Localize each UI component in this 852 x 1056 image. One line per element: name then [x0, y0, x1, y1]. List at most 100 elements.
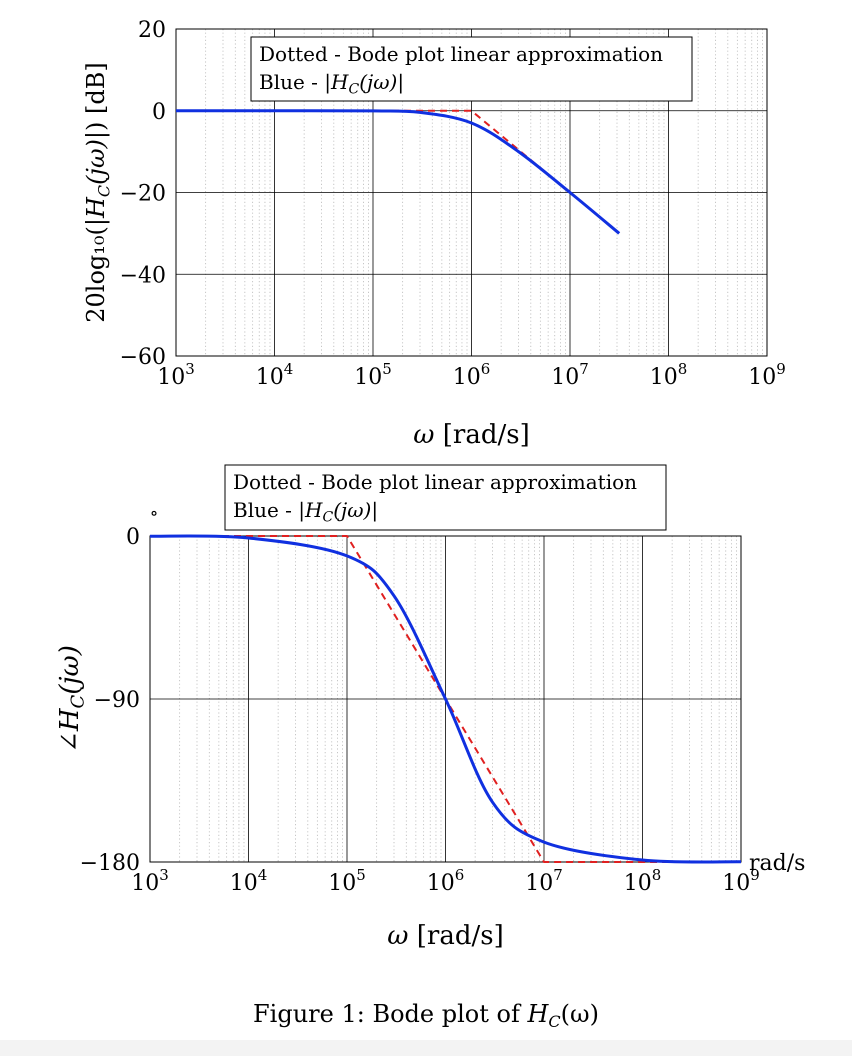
y-label-math-part-b: (jω)	[55, 645, 85, 695]
caption-symbol: H	[526, 1000, 549, 1028]
legend-line-2-math-part-b: (jω)|	[333, 498, 378, 523]
x-tick-label: 108	[650, 360, 688, 390]
x-axis-label-symbol: ω	[413, 420, 434, 450]
caption-subscript: C	[548, 1012, 560, 1031]
x-tick-label: 109	[722, 866, 760, 896]
y-label-math: ∠HC(jω)	[55, 645, 89, 753]
x-tick-base: 10	[722, 871, 750, 896]
y-tick-label: −20	[120, 182, 166, 207]
legend-line-2-math: |HC(jω)|	[324, 70, 404, 97]
x-tick-label: 104	[230, 866, 268, 896]
x-tick-label: 107	[551, 360, 589, 390]
x-tick-label: 104	[256, 360, 294, 390]
legend-line-2-math-part-a: |H	[298, 498, 323, 523]
y-label-math-sub: C	[94, 185, 113, 197]
legend-line-2-math-sub: C	[322, 509, 333, 525]
x-tick-exponent: 5	[356, 866, 366, 884]
x-tick-label: 105	[354, 360, 392, 390]
rad-unit-mark: rad/s	[749, 851, 805, 876]
x-tick-base: 10	[453, 365, 481, 390]
x-tick-label: 107	[525, 866, 563, 896]
x-tick-exponent: 4	[284, 360, 294, 378]
exact-magnitude-curve	[149, 534, 742, 864]
exact-magnitude-curve	[175, 109, 621, 235]
y-label-math-part-a: ∠H	[55, 707, 85, 753]
x-tick-exponent: 3	[159, 866, 169, 884]
x-tick-exponent: 7	[553, 866, 563, 884]
x-axis-label-unit: [rad/s]	[434, 420, 529, 450]
legend-line-1: Dotted - Bode plot linear approximation	[233, 470, 637, 494]
x-tick-exponent: 3	[185, 360, 195, 378]
figure-caption: Figure 1: Bode plot of HC(ω)	[253, 1000, 599, 1031]
legend-line-2-math-sub: C	[348, 81, 359, 97]
legend-line-2-plain: Blue -	[233, 498, 298, 522]
y-axis-label: ∠HC(jω)	[55, 645, 89, 753]
x-tick-base: 10	[427, 871, 455, 896]
x-tick-base: 10	[230, 871, 258, 896]
legend-line-2-math-part-b: (jω)|	[359, 70, 404, 95]
x-tick-base: 10	[525, 871, 553, 896]
x-tick-exponent: 4	[258, 866, 268, 884]
y-label-math: HC(jω)	[82, 139, 113, 219]
x-tick-base: 10	[157, 365, 185, 390]
x-tick-base: 10	[748, 365, 776, 390]
x-tick-exponent: 8	[678, 360, 688, 378]
legend-line-2: Blue - |HC(jω)|	[259, 70, 404, 97]
x-tick-exponent: 6	[481, 360, 491, 378]
x-axis-label-unit: [rad/s]	[408, 921, 503, 951]
x-tick-exponent: 9	[776, 360, 786, 378]
x-tick-base: 10	[354, 365, 382, 390]
x-tick-label: 106	[427, 866, 465, 896]
y-axis-label: 20log₁₀(|HC(jω)|) [dB]	[82, 62, 113, 322]
y-label-suffix: |) [dB]	[82, 62, 111, 139]
approximation-line	[176, 109, 620, 235]
y-tick-label: −180	[80, 851, 140, 876]
plot-frame	[149, 535, 742, 863]
legend-line-2-math-part-a: |H	[324, 70, 349, 95]
x-tick-label: 105	[328, 866, 366, 896]
y-tick-label: −60	[120, 345, 166, 370]
x-tick-exponent: 8	[652, 866, 662, 884]
caption-prefix: Figure 1: Bode plot of	[253, 1000, 527, 1028]
x-tick-exponent: 9	[750, 866, 760, 884]
bottom-strip	[0, 1040, 852, 1056]
y-label-prefix: 20log₁₀(|	[82, 218, 111, 323]
y-tick-label: −90	[94, 688, 140, 713]
y-tick-label: 20	[138, 18, 166, 43]
y-tick-label: 0	[152, 100, 166, 125]
legend-line-2: Blue - |HC(jω)|	[233, 498, 378, 525]
plot-frame	[175, 28, 768, 357]
legend-box	[250, 36, 693, 102]
x-tick-label: 108	[624, 866, 662, 896]
legend-box	[224, 464, 667, 531]
y-label-math-part-a: H	[82, 196, 110, 219]
y-label-math-sub: C	[68, 694, 89, 708]
x-tick-base: 10	[624, 871, 652, 896]
y-tick-label: 0	[126, 525, 140, 550]
x-tick-base: 10	[256, 365, 284, 390]
x-tick-base: 10	[131, 871, 159, 896]
x-axis-label-symbol: ω	[387, 921, 408, 951]
legend-line-2-math: |HC(jω)|	[298, 498, 378, 525]
x-tick-base: 10	[551, 365, 579, 390]
x-tick-label: 103	[131, 866, 169, 896]
y-label-math-part-b: (jω)	[82, 139, 110, 185]
x-tick-label: 109	[748, 360, 786, 390]
x-tick-label: 106	[453, 360, 491, 390]
x-tick-exponent: 6	[455, 866, 465, 884]
x-tick-label: 103	[157, 360, 195, 390]
legend-line-1: Dotted - Bode plot linear approximation	[259, 42, 663, 66]
caption-suffix: (ω)	[561, 1000, 599, 1028]
x-axis-label: ω [rad/s]	[387, 921, 503, 951]
x-tick-exponent: 7	[579, 360, 589, 378]
legend-line-2-plain: Blue -	[259, 70, 324, 94]
degree-unit-mark: ∘	[150, 503, 159, 524]
x-tick-base: 10	[650, 365, 678, 390]
x-tick-exponent: 5	[382, 360, 392, 378]
y-tick-label: −40	[120, 263, 166, 288]
